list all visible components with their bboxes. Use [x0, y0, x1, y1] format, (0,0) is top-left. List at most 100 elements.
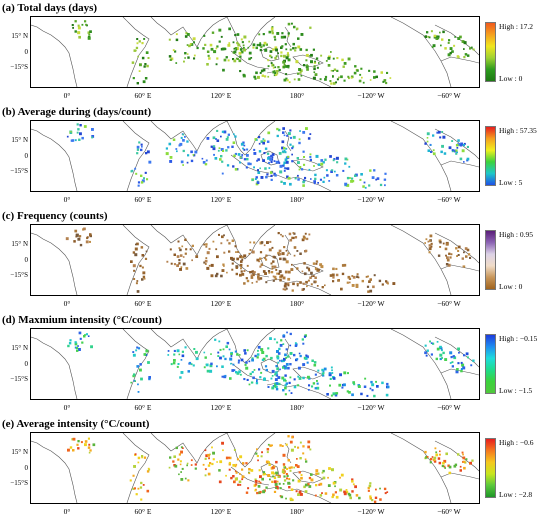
anomaly-point — [237, 483, 240, 486]
anomaly-point — [294, 46, 297, 49]
anomaly-point — [258, 136, 261, 139]
anomaly-point — [271, 32, 274, 35]
anomaly-point — [286, 468, 288, 470]
anomaly-point — [258, 480, 261, 483]
anomaly-point — [213, 153, 215, 156]
anomaly-point — [346, 176, 350, 180]
anomaly-point — [424, 450, 427, 454]
anomaly-point — [271, 444, 273, 447]
anomaly-point — [302, 184, 305, 187]
lon-label-60e: 60° E — [134, 91, 152, 100]
anomaly-point — [301, 270, 304, 273]
anomaly-point — [283, 378, 286, 382]
anomaly-point — [266, 451, 269, 454]
anomaly-point — [310, 283, 313, 286]
anomaly-point — [274, 174, 277, 177]
anomaly-point — [312, 382, 316, 385]
anomaly-point — [239, 55, 242, 58]
anomaly-point — [356, 69, 359, 72]
anomaly-point — [143, 353, 147, 356]
anomaly-point — [303, 485, 306, 489]
anomaly-point — [180, 136, 183, 139]
anomaly-point — [264, 272, 267, 275]
anomaly-point — [261, 74, 264, 77]
anomaly-point — [292, 135, 296, 139]
anomaly-point — [290, 488, 294, 491]
anomaly-point — [266, 448, 270, 451]
anomaly-point — [450, 253, 453, 256]
anomaly-point — [267, 347, 270, 350]
anomaly-point — [188, 361, 192, 365]
anomaly-point — [207, 453, 210, 457]
anomaly-point — [255, 280, 258, 283]
anomaly-point — [283, 365, 286, 368]
anomaly-point — [278, 382, 281, 386]
anomaly-point — [320, 162, 324, 166]
lon-label-60e: 60° E — [134, 403, 152, 412]
anomaly-point — [459, 35, 462, 39]
coastline-segment — [150, 225, 228, 256]
anomaly-point — [240, 50, 244, 54]
anomaly-point — [302, 150, 305, 153]
anomaly-point — [284, 288, 287, 291]
anomaly-point — [284, 282, 287, 286]
anomaly-point — [293, 378, 296, 381]
anomaly-point — [455, 143, 459, 147]
anomaly-point — [204, 43, 207, 46]
panel-b: (b) Average during (days/count) 15° N 0 … — [0, 106, 550, 210]
anomaly-point — [289, 440, 293, 444]
anomaly-point — [339, 476, 341, 479]
anomaly-point — [181, 245, 184, 248]
anomaly-point — [306, 285, 308, 288]
anomaly-point — [134, 253, 138, 257]
anomaly-point — [80, 441, 83, 444]
anomaly-point — [343, 490, 346, 494]
anomaly-point — [269, 337, 272, 340]
anomaly-point — [437, 35, 440, 38]
anomaly-point — [255, 46, 258, 50]
anomaly-point — [140, 246, 144, 249]
anomaly-point — [248, 40, 251, 43]
anomaly-point — [304, 176, 307, 179]
anomaly-point — [85, 240, 89, 244]
anomaly-point — [430, 242, 433, 245]
anomaly-point — [267, 59, 270, 62]
anomaly-point — [258, 33, 261, 36]
anomaly-point — [203, 366, 206, 369]
anomaly-point — [77, 24, 80, 27]
anomaly-point — [282, 276, 286, 280]
anomaly-point — [226, 239, 229, 242]
anomaly-point — [284, 353, 287, 357]
coastline-segment — [230, 46, 280, 70]
anomaly-point — [203, 351, 206, 354]
anomaly-point — [426, 31, 429, 34]
anomaly-point — [202, 463, 205, 466]
legend-high-label: High : −0.15 — [499, 334, 538, 343]
anomaly-point — [132, 487, 135, 490]
anomaly-point — [140, 377, 143, 381]
anomaly-point — [140, 143, 143, 146]
anomaly-point — [273, 480, 277, 484]
anomaly-point — [327, 56, 331, 60]
anomaly-point — [343, 62, 347, 65]
anomaly-point — [282, 65, 286, 69]
anomaly-point — [443, 465, 446, 468]
anomaly-point — [133, 487, 136, 490]
anomaly-point — [231, 145, 234, 148]
lon-label-0: 0° — [63, 299, 71, 308]
anomaly-point — [309, 276, 312, 279]
coastline-segment — [150, 121, 228, 152]
anomaly-point — [458, 143, 461, 146]
anomaly-point — [239, 156, 242, 159]
anomaly-point — [184, 477, 187, 480]
anomaly-point — [302, 235, 306, 238]
anomaly-point — [440, 349, 443, 352]
anomaly-point — [148, 377, 151, 381]
anomaly-point — [271, 26, 274, 29]
anomaly-point — [242, 44, 245, 47]
anomaly-point — [259, 257, 262, 260]
anomaly-point — [275, 471, 279, 475]
anomaly-point — [453, 464, 457, 468]
anomaly-point — [472, 359, 475, 362]
anomaly-point — [305, 59, 308, 62]
